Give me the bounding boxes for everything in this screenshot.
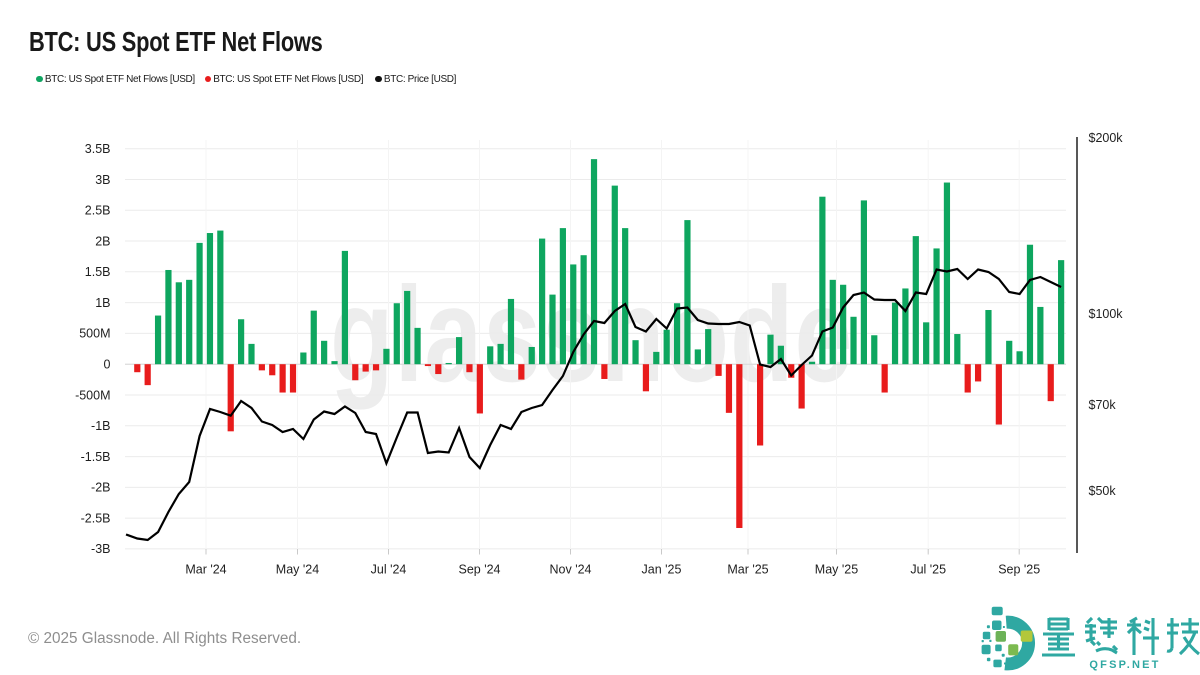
svg-text:May '25: May '25 bbox=[815, 563, 858, 577]
svg-text:QFSP.NET: QFSP.NET bbox=[1089, 659, 1160, 671]
svg-text:-2B: -2B bbox=[91, 481, 110, 495]
svg-text:Jan '25: Jan '25 bbox=[642, 563, 682, 577]
svg-text:$100k: $100k bbox=[1089, 307, 1124, 321]
svg-text:Jul '25: Jul '25 bbox=[910, 563, 946, 577]
svg-text:$50k: $50k bbox=[1089, 484, 1117, 498]
svg-text:3.5B: 3.5B bbox=[85, 142, 111, 156]
svg-text:Sep '25: Sep '25 bbox=[998, 563, 1040, 577]
svg-text:2B: 2B bbox=[95, 234, 110, 248]
svg-text:$200k: $200k bbox=[1089, 131, 1124, 145]
svg-text:-500M: -500M bbox=[75, 388, 110, 402]
svg-text:Mar '25: Mar '25 bbox=[727, 563, 768, 577]
svg-text:$70k: $70k bbox=[1089, 398, 1117, 412]
svg-text:1.5B: 1.5B bbox=[85, 265, 111, 279]
svg-text:2.5B: 2.5B bbox=[85, 204, 111, 218]
svg-text:3B: 3B bbox=[95, 173, 110, 187]
svg-text:-2.5B: -2.5B bbox=[81, 511, 111, 525]
svg-text:Sep '24: Sep '24 bbox=[458, 563, 500, 577]
svg-text:500M: 500M bbox=[79, 327, 110, 341]
svg-text:Mar '24: Mar '24 bbox=[185, 563, 226, 577]
svg-text:-1.5B: -1.5B bbox=[81, 450, 111, 464]
svg-text:May '24: May '24 bbox=[276, 563, 319, 577]
svg-text:-3B: -3B bbox=[91, 542, 110, 556]
svg-text:Nov '24: Nov '24 bbox=[550, 563, 592, 577]
svg-text:1B: 1B bbox=[95, 296, 110, 310]
svg-text:Jul '24: Jul '24 bbox=[371, 563, 407, 577]
svg-text:-1B: -1B bbox=[91, 419, 110, 433]
svg-text:0: 0 bbox=[104, 358, 111, 372]
